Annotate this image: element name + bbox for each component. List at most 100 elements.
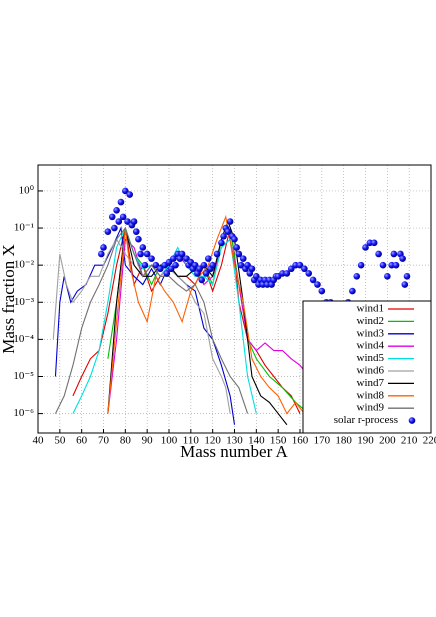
data-point xyxy=(104,228,112,235)
data-point xyxy=(235,250,243,258)
series-line xyxy=(54,226,249,414)
data-point xyxy=(113,207,120,214)
data-point xyxy=(401,281,409,288)
data-point xyxy=(156,265,164,273)
data-point xyxy=(191,261,199,269)
x-axis-label: Mass number A xyxy=(180,442,288,461)
data-point xyxy=(357,261,365,269)
data-point xyxy=(178,250,186,258)
legend-label: wind2 xyxy=(357,315,385,327)
data-point xyxy=(248,265,256,273)
data-point xyxy=(390,250,398,258)
x-tick-label: 120 xyxy=(204,435,221,447)
data-point xyxy=(196,265,203,273)
legend-label: solar r-process xyxy=(334,414,398,426)
y-tick-label: 10⁰ xyxy=(19,184,35,196)
y-tick-label: 10⁻² xyxy=(14,259,35,271)
data-point xyxy=(98,250,105,258)
data-point xyxy=(165,258,173,266)
x-tick-label: 200 xyxy=(379,435,396,447)
data-point xyxy=(403,273,411,280)
data-point xyxy=(167,265,175,273)
x-tick-label: 40 xyxy=(33,435,45,447)
y-tick-label: 10⁻³ xyxy=(14,296,35,308)
x-tick-label: 60 xyxy=(76,435,88,447)
x-tick-label: 90 xyxy=(142,435,154,447)
data-point xyxy=(124,218,131,225)
legend-label: wind7 xyxy=(357,377,385,389)
data-point xyxy=(305,270,313,277)
x-tick-label: 130 xyxy=(226,435,243,447)
data-point xyxy=(132,228,140,235)
data-point xyxy=(244,261,251,269)
x-tick-label: 170 xyxy=(314,435,331,447)
data-point xyxy=(239,255,247,262)
data-point xyxy=(314,281,321,288)
data-point xyxy=(183,255,190,262)
data-point xyxy=(126,191,133,198)
data-point xyxy=(202,270,210,277)
y-tick-label: 10⁻⁴ xyxy=(13,333,34,345)
x-tick-label: 50 xyxy=(54,435,66,447)
y-tick-label: 10⁻⁶ xyxy=(13,407,34,419)
data-point xyxy=(170,255,177,262)
x-tick-label: 180 xyxy=(335,435,352,447)
data-point xyxy=(384,273,391,280)
data-point xyxy=(111,224,118,232)
y-tick-label: 10⁻⁵ xyxy=(13,370,34,382)
series-line xyxy=(54,226,236,425)
legend-label: wind5 xyxy=(357,352,385,364)
series-line xyxy=(72,227,301,414)
series-line xyxy=(72,226,257,414)
data-point xyxy=(375,250,382,258)
data-point xyxy=(349,287,356,295)
data-point xyxy=(253,273,260,280)
data-point xyxy=(143,250,151,258)
legend-label: wind3 xyxy=(357,327,385,339)
x-tick-label: 150 xyxy=(270,435,287,447)
data-point xyxy=(370,239,378,247)
data-point xyxy=(108,213,116,221)
x-tick-label: 220 xyxy=(423,435,436,447)
data-point xyxy=(318,287,326,295)
data-point xyxy=(301,265,308,273)
data-point xyxy=(353,273,361,280)
data-point xyxy=(122,187,129,195)
x-tick-label: 80 xyxy=(120,435,132,447)
data-point xyxy=(233,244,240,251)
data-point xyxy=(283,270,291,277)
x-tick-label: 100 xyxy=(161,435,178,447)
data-point xyxy=(205,255,212,262)
data-point xyxy=(399,255,406,262)
data-point xyxy=(148,255,155,262)
x-tick-label: 110 xyxy=(183,435,200,447)
data-point xyxy=(163,270,171,277)
data-point xyxy=(209,261,216,269)
x-tick-label: 140 xyxy=(248,435,265,447)
data-point xyxy=(119,213,127,221)
data-point xyxy=(287,265,295,273)
data-point xyxy=(139,244,147,251)
data-point xyxy=(362,244,369,251)
plot-area xyxy=(52,187,411,426)
series-line xyxy=(107,219,288,426)
data-point xyxy=(218,239,225,247)
legend-label: wind1 xyxy=(357,303,385,315)
legend-label: wind4 xyxy=(357,340,385,352)
data-point xyxy=(224,228,232,235)
data-point xyxy=(152,261,160,269)
series-line xyxy=(107,214,305,415)
plot-frame xyxy=(37,164,432,434)
data-point xyxy=(226,218,234,225)
data-point xyxy=(137,250,144,258)
legend-label: wind8 xyxy=(357,389,385,401)
data-point xyxy=(135,235,142,243)
x-tick-label: 160 xyxy=(292,435,309,447)
data-point xyxy=(237,261,245,269)
y-axis-label: Mass fraction X xyxy=(0,244,18,354)
data-point xyxy=(100,244,107,251)
y-tick-label: 10⁻¹ xyxy=(14,222,34,234)
data-point xyxy=(220,232,227,240)
legend-box xyxy=(302,300,432,434)
